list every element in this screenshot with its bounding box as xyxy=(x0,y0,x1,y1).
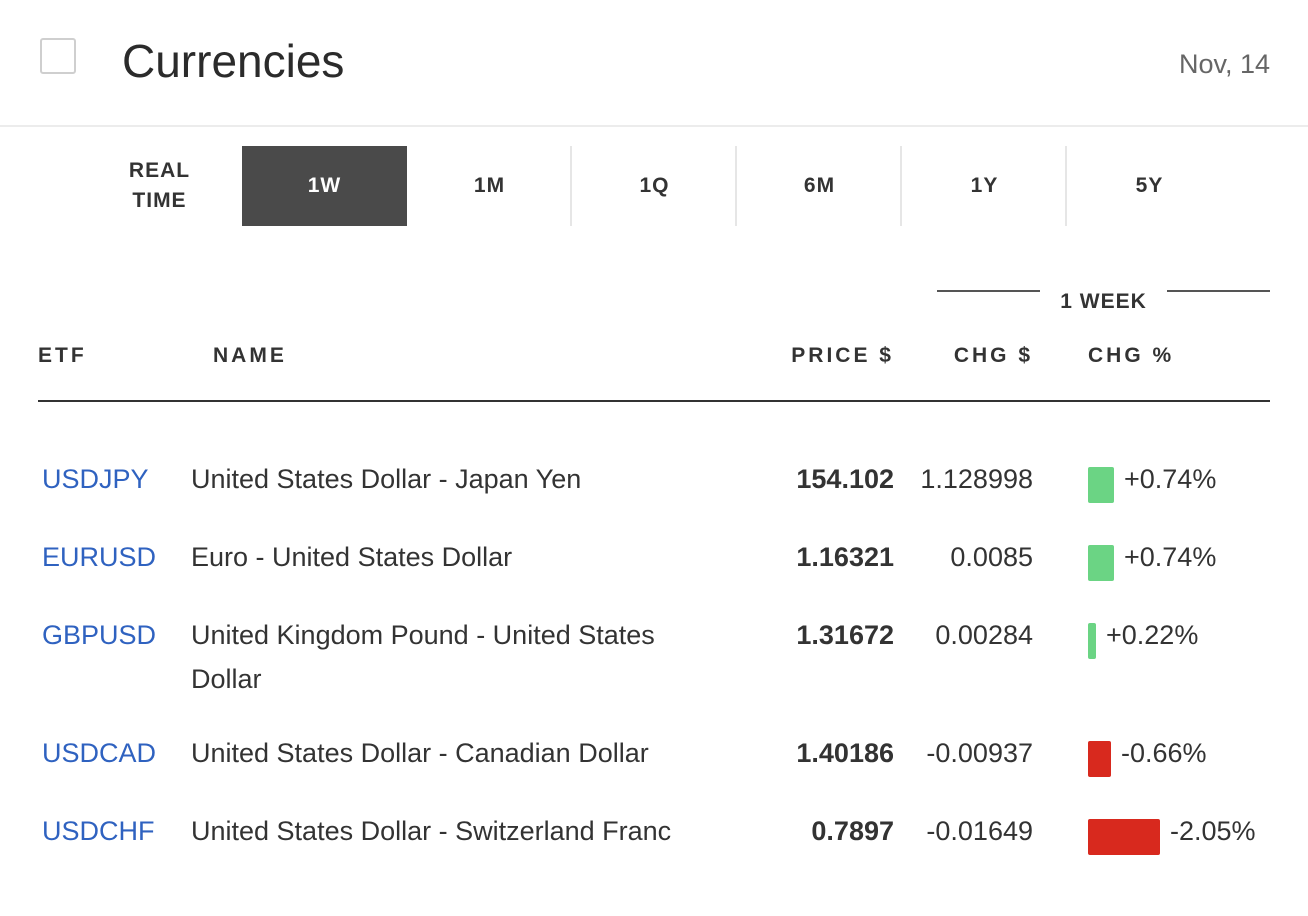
page-header: Currencies Nov, 14 xyxy=(0,0,1308,127)
price-value: 1.40186 xyxy=(796,738,894,768)
tab-1y[interactable]: 1Y xyxy=(902,146,1067,226)
group-rule-right xyxy=(1167,290,1270,292)
column-header-etf: ETF xyxy=(38,344,87,367)
currency-name: Euro - United States Dollar xyxy=(191,542,513,572)
currency-name: United States Dollar - Canadian Dollar xyxy=(191,738,649,768)
change-value: -0.01649 xyxy=(926,816,1033,846)
change-value: 1.128998 xyxy=(920,464,1033,494)
etf-link[interactable]: USDCHF xyxy=(42,816,155,846)
change-percent: +0.74% xyxy=(1124,464,1217,494)
price-value: 1.16321 xyxy=(796,542,894,572)
select-checkbox[interactable] xyxy=(40,38,76,74)
etf-link[interactable]: EURUSD xyxy=(42,542,157,572)
tab-real-time[interactable]: REAL TIME xyxy=(128,159,191,212)
tab-1w[interactable]: 1W xyxy=(242,146,407,226)
price-value: 0.7897 xyxy=(811,816,894,846)
column-header-chg-pct: CHG % xyxy=(1088,344,1175,367)
etf-link[interactable]: USDJPY xyxy=(42,464,149,494)
group-rule-left xyxy=(937,290,1040,292)
tab-6m[interactable]: 6M xyxy=(737,146,902,226)
column-header-price: PRICE $ xyxy=(791,344,894,367)
change-percent: +0.74% xyxy=(1124,542,1217,572)
change-percent: -2.05% xyxy=(1170,816,1256,846)
time-range-tabs: REAL TIME 1W 1M 1Q 6M 1Y 5Y xyxy=(77,146,1232,226)
date-label: Nov, 14 xyxy=(1178,49,1270,79)
column-header-chg: CHG $ xyxy=(953,344,1033,367)
currency-name: United States Dollar - Japan Yen xyxy=(191,464,582,494)
period-group-header: 1 WEEK xyxy=(937,278,1270,318)
change-bar xyxy=(1088,741,1111,777)
etf-link[interactable]: GBPUSD xyxy=(42,620,157,650)
change-value: 0.0085 xyxy=(950,542,1033,572)
currency-name: United Kingdom Pound - United States Dol… xyxy=(191,620,655,694)
column-header-name: NAME xyxy=(213,344,287,367)
group-label-text: 1 WEEK xyxy=(1046,290,1161,313)
change-value: -0.00937 xyxy=(926,738,1033,768)
change-percent: -0.66% xyxy=(1121,738,1207,768)
tab-1m[interactable]: 1M xyxy=(407,146,572,226)
etf-link[interactable]: USDCAD xyxy=(42,738,157,768)
change-bar xyxy=(1088,819,1160,855)
group-label: 1 WEEK xyxy=(937,290,1270,314)
change-bar xyxy=(1088,545,1114,581)
page-title: Currencies xyxy=(122,35,345,87)
change-value: 0.00284 xyxy=(935,620,1033,650)
tab-5y[interactable]: 5Y xyxy=(1135,174,1164,197)
change-bar xyxy=(1088,467,1114,503)
price-value: 154.102 xyxy=(796,464,894,494)
header-divider xyxy=(38,400,1270,402)
change-percent: +0.22% xyxy=(1106,620,1199,650)
change-bar xyxy=(1088,623,1096,659)
price-value: 1.31672 xyxy=(796,620,894,650)
currency-name: United States Dollar - Switzerland Franc xyxy=(191,816,672,846)
tab-1q[interactable]: 1Q xyxy=(572,146,737,226)
